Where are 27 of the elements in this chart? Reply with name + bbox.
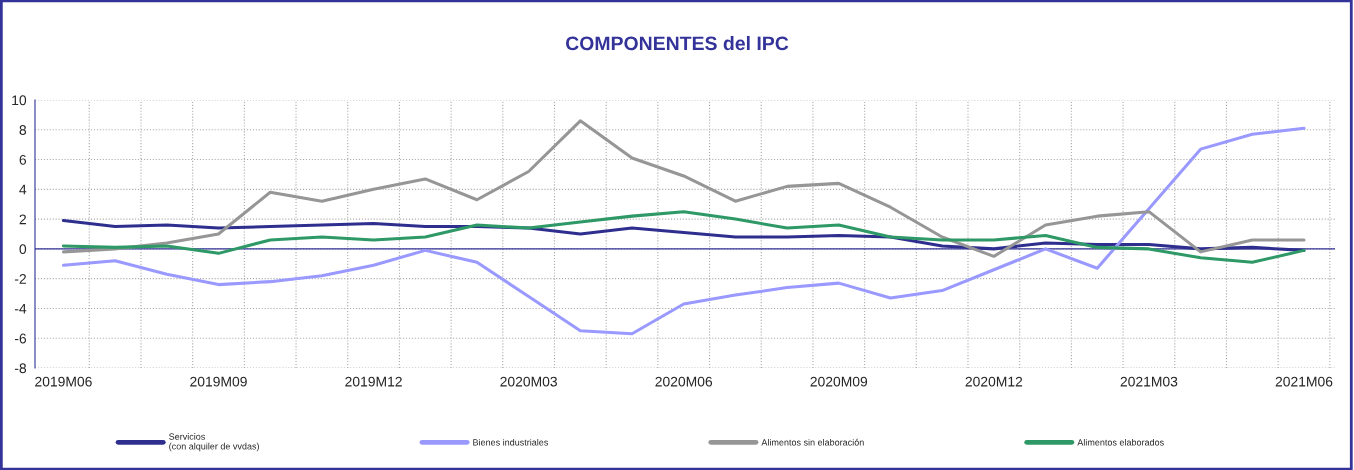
legend-label: Alimentos elaborados: [1077, 438, 1164, 446]
y-tick-label: 10: [12, 95, 27, 106]
x-tick-label: 2021M06: [1275, 376, 1333, 387]
x-tick-label: 2020M12: [965, 376, 1023, 387]
x-tick-label: 2020M06: [655, 376, 713, 387]
legend-label: Bienes industriales: [473, 438, 548, 446]
legend-label: Servicios (con alquiler de vvdas): [169, 433, 259, 452]
line-series: [61, 126, 1306, 336]
y-tick-label: -2: [14, 274, 26, 284]
y-tick-label: 8: [19, 125, 27, 135]
y-tick-label: 2: [19, 214, 26, 225]
y-tick-label: -6: [14, 333, 27, 344]
y-tick-label: -4: [14, 303, 27, 314]
x-tick-label: 2021M03: [1120, 376, 1178, 387]
x-tick-label: 2019M12: [345, 376, 402, 387]
y-tick-label: 0: [19, 244, 27, 255]
line-series: [61, 119, 1306, 258]
line-series: [61, 210, 1306, 264]
x-tick-label: 2019M06: [35, 376, 92, 387]
x-tick-label: 2020M03: [500, 376, 557, 387]
legend-label: Alimentos sin elaboración: [761, 438, 864, 446]
x-tick-label: 2020M09: [810, 376, 868, 387]
chart-title: COMPONENTES del IPC: [565, 35, 789, 51]
y-tick-label: 6: [19, 154, 27, 165]
y-tick-label: 4: [19, 184, 27, 195]
x-tick-label: 2019M09: [190, 376, 247, 387]
y-tick-label: -8: [14, 363, 27, 374]
